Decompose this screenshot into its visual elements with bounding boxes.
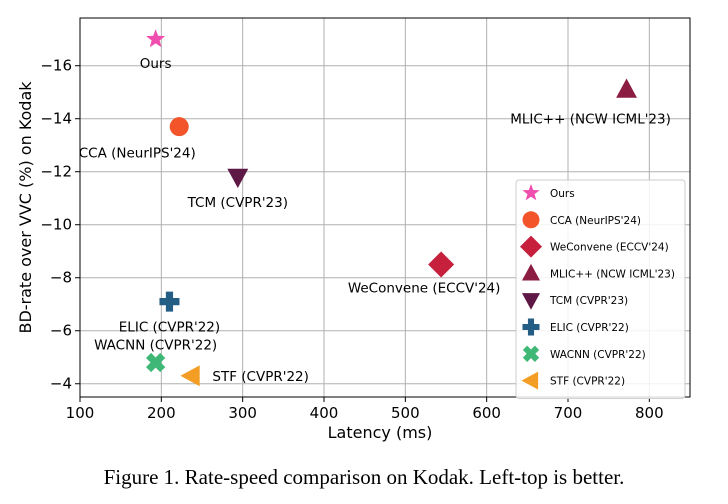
legend-marker-circle bbox=[522, 211, 540, 229]
point-label: STF (CVPR'22) bbox=[212, 369, 308, 385]
x-axis-title: Latency (ms) bbox=[328, 423, 433, 442]
x-tick-label: 500 bbox=[391, 404, 420, 422]
legend-marker-triangle-up bbox=[521, 263, 541, 281]
data-point-diamond bbox=[428, 251, 455, 278]
x-tick-label: 600 bbox=[472, 404, 501, 422]
legend-entry: MLIC++ (NCW ICML'23) bbox=[550, 268, 675, 280]
y-tick-label: −12 bbox=[40, 163, 72, 181]
y-axis-title: BD-rate over VVC (%) on Kodak bbox=[16, 81, 35, 334]
x-tick-label: 700 bbox=[554, 404, 583, 422]
y-tick-label: −10 bbox=[40, 216, 72, 234]
legend-entry: WeConvene (ECCV'24) bbox=[550, 242, 669, 254]
legend-marker-triangle-down bbox=[521, 293, 541, 310]
x-tick-label: 200 bbox=[147, 404, 176, 422]
point-label: WACNN (CVPR'22) bbox=[94, 338, 217, 354]
y-tick-label: −16 bbox=[40, 57, 72, 75]
point-label: Ours bbox=[140, 56, 172, 72]
legend-entry: WACNN (CVPR'22) bbox=[550, 349, 646, 361]
legend-entry: TCM (CVPR'23) bbox=[549, 295, 628, 307]
scatter-chart: 100 200 300 400 500 600 700 800 −4 −6 −8 −10 −12 −14 −… bbox=[16, 17, 691, 442]
data-point-x-shape bbox=[146, 352, 166, 373]
legend-entry: STF (CVPR'22) bbox=[550, 376, 625, 388]
x-tick-label: 100 bbox=[66, 404, 95, 422]
legend-marker-x-shape bbox=[522, 345, 540, 362]
data-point-circle bbox=[169, 117, 189, 137]
y-tick-label: −14 bbox=[40, 110, 72, 128]
point-label: MLIC++ (NCW ICML'23) bbox=[510, 112, 671, 128]
legend-entry: ELIC (CVPR'22) bbox=[550, 322, 629, 334]
y-tick-label: −8 bbox=[50, 269, 72, 287]
legend-entry: Ours bbox=[550, 188, 575, 200]
point-label: CCA (NeurIPS'24) bbox=[79, 146, 196, 162]
y-tick-label: −4 bbox=[50, 375, 72, 393]
data-point-triangle-down bbox=[227, 168, 249, 189]
legend-marker-star bbox=[522, 184, 540, 201]
data-point-plus bbox=[159, 291, 180, 312]
x-tick-label: 800 bbox=[635, 404, 664, 422]
data-point-triangle-up bbox=[616, 78, 638, 98]
x-tick-label: 300 bbox=[228, 404, 257, 422]
point-label: ELIC (CVPR'22) bbox=[119, 320, 220, 336]
legend-marker-diamond bbox=[520, 235, 542, 258]
legend-marker-triangle-left bbox=[521, 371, 539, 390]
data-point-x bbox=[146, 352, 166, 373]
legend-marker-x bbox=[522, 345, 540, 362]
data-point-triangle-left bbox=[180, 365, 200, 387]
point-label: WeConvene (ECCV'24) bbox=[348, 280, 501, 296]
legend-entry: CCA (NeurIPS'24) bbox=[550, 215, 641, 227]
y-tick-label: −6 bbox=[50, 322, 72, 340]
legend-box bbox=[515, 179, 686, 399]
x-tick-label: 400 bbox=[310, 404, 339, 422]
plot-frame bbox=[79, 17, 691, 398]
figure-caption: Figure 1. Rate-speed comparison on Kodak… bbox=[103, 465, 625, 489]
point-label: TCM (CVPR'23) bbox=[187, 195, 288, 211]
data-point-star bbox=[146, 29, 166, 48]
legend-marker-plus bbox=[522, 318, 540, 336]
